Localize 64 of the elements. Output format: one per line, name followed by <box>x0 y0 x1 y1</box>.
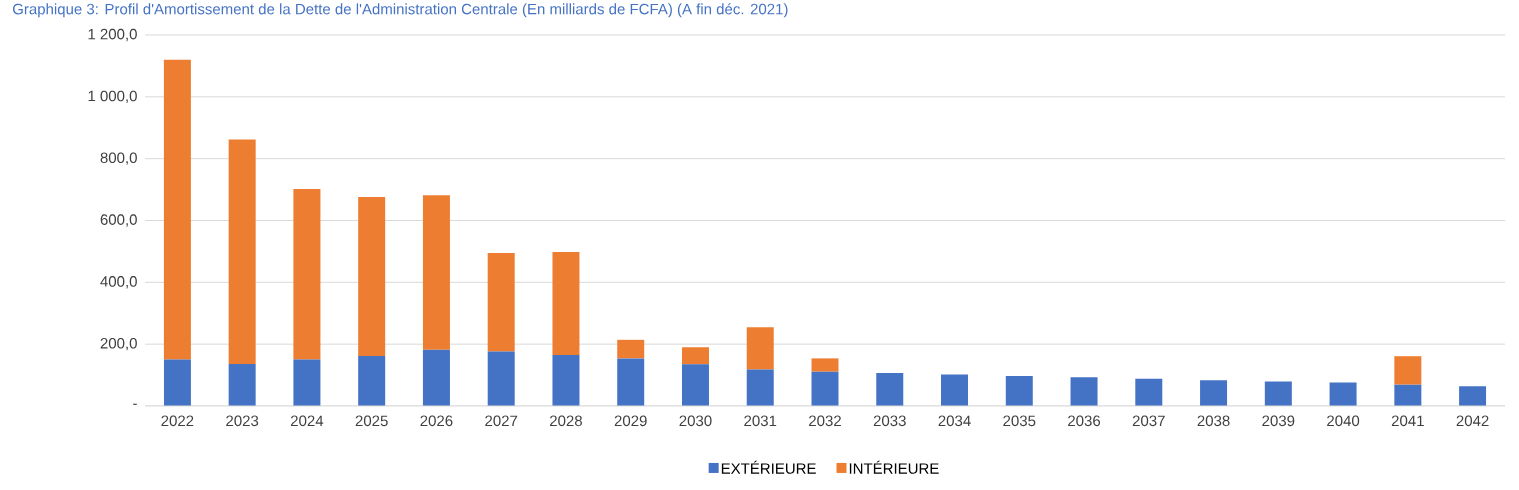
bar <box>941 374 969 406</box>
x-tick-label: 2031 <box>744 415 777 427</box>
x-tick-label: 2027 <box>485 415 518 427</box>
bar <box>163 359 191 406</box>
bar <box>552 354 580 406</box>
x-tick-label: 2036 <box>1068 415 1101 427</box>
y-tick-label: 1 200,0 <box>88 28 137 42</box>
x-tick-label: 2030 <box>679 415 712 427</box>
x-tick-label: 2029 <box>614 415 647 427</box>
x-tick-label: 2042 <box>1456 415 1489 427</box>
bar <box>1394 356 1422 385</box>
bar <box>1329 382 1357 406</box>
bar <box>876 372 904 406</box>
y-tick-label: 400,0 <box>100 276 137 289</box>
legend-label: INTÉRIEURE <box>849 460 939 474</box>
bar <box>617 339 645 359</box>
x-tick-label: 2022 <box>161 415 194 427</box>
x-tick-label: 2033 <box>873 415 906 427</box>
bar <box>746 369 774 406</box>
bar <box>681 347 709 365</box>
x-tick-label: 2034 <box>938 415 971 427</box>
y-tick-label: 800,0 <box>100 152 137 165</box>
bar <box>1135 378 1163 406</box>
x-tick-label: 2039 <box>1262 415 1295 427</box>
bar <box>1070 377 1098 406</box>
bar <box>1005 376 1033 406</box>
bar <box>293 188 321 360</box>
bar <box>552 252 580 355</box>
bar <box>358 355 386 406</box>
legend-label: EXTÉRIEURE <box>721 460 816 474</box>
x-tick-label: 2041 <box>1391 415 1424 427</box>
bar <box>811 358 839 372</box>
bar <box>487 351 515 406</box>
bar <box>422 195 450 350</box>
x-tick-label: 2037 <box>1132 415 1165 427</box>
bar <box>746 327 774 370</box>
y-tick-label: - <box>133 403 137 405</box>
x-tick-label: 2028 <box>550 415 582 427</box>
x-tick-label: 2023 <box>226 415 259 427</box>
x-tick-label: 2026 <box>420 415 453 427</box>
bar <box>228 363 256 406</box>
bar <box>422 349 450 406</box>
bar <box>293 359 321 406</box>
y-tick-label: 200,0 <box>100 337 137 351</box>
bar <box>358 197 386 356</box>
bar <box>1200 380 1228 406</box>
x-tick-label: 2024 <box>290 415 324 427</box>
bar <box>163 59 191 360</box>
x-tick-label: 2025 <box>355 415 388 427</box>
bar <box>1264 381 1292 406</box>
bar <box>487 252 515 352</box>
chart-title: Graphique 3: Profil d'Amortissement de la Dette de l'Administration Centrale (En milliards de FCFA) (A fin déc. 2021) <box>12 3 788 18</box>
y-tick-label: 1 000,0 <box>88 90 137 104</box>
bar <box>228 139 256 364</box>
bar <box>1459 386 1487 406</box>
x-tick-label: 2040 <box>1327 415 1360 427</box>
bar <box>681 364 709 406</box>
x-tick-label: 2035 <box>1003 415 1036 427</box>
bar <box>811 371 839 406</box>
y-tick-label: 600,0 <box>100 214 137 227</box>
bar <box>617 358 645 406</box>
x-tick-label: 2032 <box>809 415 841 427</box>
bar <box>1394 384 1422 406</box>
x-tick-label: 2038 <box>1197 415 1230 427</box>
